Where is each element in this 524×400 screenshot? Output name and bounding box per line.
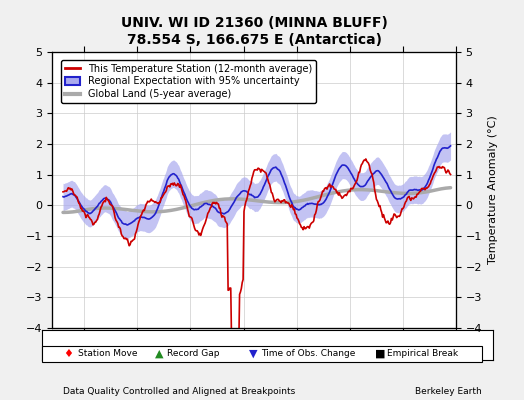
Text: ▲: ▲ [155,349,163,359]
Text: Time of Obs. Change: Time of Obs. Change [275,350,369,358]
Text: Station Move: Station Move [78,350,137,358]
Text: ■: ■ [375,349,385,359]
Text: ▲: ▲ [157,349,166,359]
Text: ■: ■ [383,349,393,359]
Text: Record Gap: Record Gap [167,350,219,358]
Y-axis label: Temperature Anomaly (°C): Temperature Anomaly (°C) [488,116,498,264]
Text: Time of Obs. Change: Time of Obs. Change [261,350,355,358]
Text: Empirical Break: Empirical Break [387,350,458,358]
Text: Berkeley Earth: Berkeley Earth [416,387,482,396]
Text: Station Move: Station Move [76,350,136,358]
Legend: This Temperature Station (12-month average), Regional Expectation with 95% uncer: This Temperature Station (12-month avera… [61,60,315,103]
Text: Data Quality Controlled and Aligned at Breakpoints: Data Quality Controlled and Aligned at B… [63,387,295,396]
Text: ♦: ♦ [63,349,73,359]
Text: ▼: ▼ [257,349,265,359]
Text: ♦: ♦ [63,349,73,359]
Title: UNIV. WI ID 21360 (MINNA BLUFF)
78.554 S, 166.675 E (Antarctica): UNIV. WI ID 21360 (MINNA BLUFF) 78.554 S… [121,16,388,47]
Text: Record Gap: Record Gap [176,350,228,358]
Text: ▼: ▼ [249,349,257,359]
Text: Empirical Break: Empirical Break [396,350,467,358]
